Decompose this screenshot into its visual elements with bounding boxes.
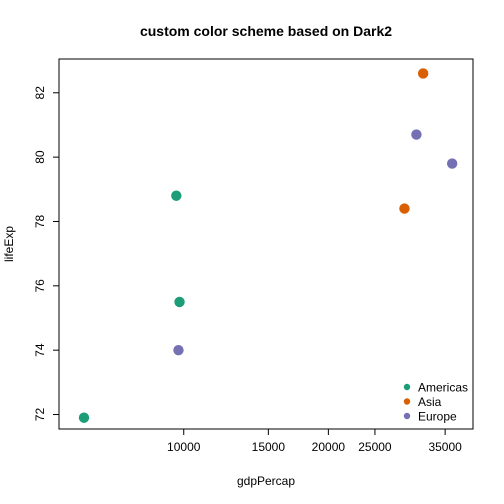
plot-frame (58, 58, 474, 430)
data-points (78, 68, 458, 423)
y-axis-label: lifeExp (2, 226, 16, 262)
data-point-asia (399, 203, 410, 214)
y-tick-label: 72 (33, 408, 47, 422)
x-tick-label: 35000 (428, 440, 462, 454)
x-tick-label: 25000 (358, 440, 392, 454)
y-axis: 72 74 76 78 80 82 (33, 86, 59, 421)
y-tick-label: 76 (33, 279, 47, 293)
x-axis-label: gdpPercap (237, 474, 295, 488)
y-tick-label: 82 (33, 86, 47, 100)
x-axis: 10000 15000 20000 25000 35000 (167, 429, 462, 454)
data-point-asia (417, 68, 429, 79)
y-tick-label: 78 (33, 214, 47, 228)
legend-label: Americas (418, 381, 468, 395)
x-tick-label: 20000 (312, 440, 346, 454)
data-point-europe (411, 129, 422, 140)
y-tick-label: 80 (33, 150, 47, 164)
data-point-americas (171, 190, 182, 201)
x-tick-label: 15000 (252, 440, 286, 454)
chart-title: custom color scheme based on Dark2 (140, 23, 392, 39)
legend-label: Asia (418, 395, 442, 409)
legend-marker (403, 398, 411, 405)
legend-marker (403, 383, 411, 391)
data-point-americas (78, 412, 90, 423)
data-point-americas (174, 296, 185, 308)
data-point-europe (446, 158, 458, 169)
x-tick-label: 10000 (167, 440, 201, 454)
legend-label: Europe (418, 410, 457, 424)
y-tick-label: 74 (33, 343, 47, 357)
legend-marker (403, 412, 411, 420)
data-point-europe (173, 344, 184, 356)
